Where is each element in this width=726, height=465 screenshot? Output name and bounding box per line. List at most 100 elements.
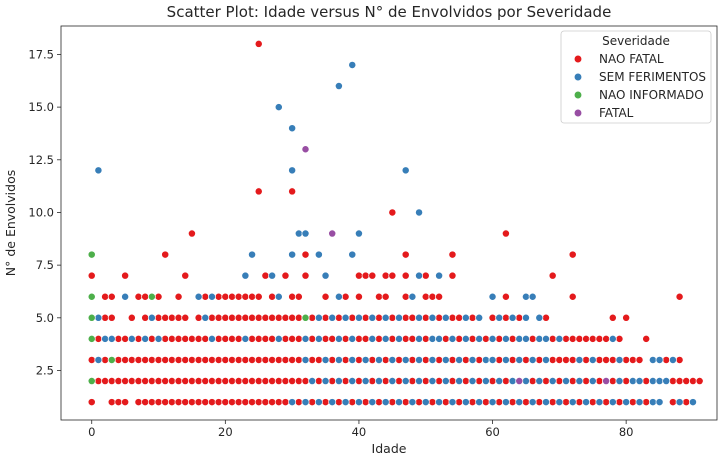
data-point-nao-fatal [187, 356, 196, 364]
y-tick-label: 12.5 [28, 153, 54, 167]
data-point-nao-fatal [475, 356, 484, 364]
data-point-nao-fatal [268, 292, 277, 301]
data-point-sem-ferimentos [388, 377, 397, 385]
data-point-nao-fatal [354, 292, 363, 301]
data-point-nao-fatal [488, 377, 497, 385]
data-point-sem-ferimentos [395, 334, 403, 343]
data-point-nao-fatal [321, 398, 330, 407]
data-point-sem-ferimentos [401, 166, 410, 175]
data-point-nao-fatal [174, 292, 183, 301]
data-point-nao-fatal [428, 292, 437, 301]
data-point-nao-fatal [408, 377, 417, 385]
data-point-nao-informado [87, 292, 96, 301]
data-point-nao-fatal [127, 313, 136, 322]
y-tick-label: 15.0 [28, 100, 54, 114]
data-point-nao-fatal [234, 377, 243, 385]
data-point-nao-fatal [515, 313, 524, 322]
data-point-sem-ferimentos [689, 398, 697, 407]
data-point-nao-fatal [535, 356, 544, 364]
data-point-nao-fatal [134, 398, 143, 407]
data-point-nao-fatal [421, 334, 430, 343]
data-point-sem-ferimentos [241, 271, 250, 280]
data-point-sem-ferimentos [321, 271, 330, 280]
data-point-nao-fatal [121, 356, 130, 364]
data-point-sem-ferimentos [361, 377, 370, 385]
data-point-sem-ferimentos [381, 313, 390, 322]
data-point-nao-fatal [548, 334, 557, 343]
data-point-nao-fatal [147, 356, 156, 364]
data-point-nao-fatal [301, 250, 310, 259]
data-point-sem-ferimentos [535, 313, 544, 322]
data-point-nao-fatal [582, 334, 591, 343]
data-point-sem-ferimentos [635, 377, 644, 385]
data-point-sem-ferimentos [375, 377, 383, 385]
legend-box [560, 30, 712, 124]
data-point-sem-ferimentos [475, 313, 484, 322]
data-point-fatal [515, 377, 524, 385]
data-point-sem-ferimentos [488, 292, 497, 301]
data-point-nao-fatal [87, 398, 96, 407]
data-point-nao-fatal [114, 356, 123, 364]
data-point-sem-ferimentos [288, 166, 297, 175]
data-point-nao-fatal [361, 334, 370, 343]
legend-marker [573, 54, 583, 64]
data-point-nao-fatal [241, 356, 250, 364]
data-point-sem-ferimentos [435, 334, 444, 343]
legend-marker [573, 72, 583, 82]
data-point-nao-fatal [602, 334, 611, 343]
data-point-nao-informado [87, 377, 96, 385]
data-point-nao-fatal [401, 334, 410, 343]
data-point-nao-fatal [261, 334, 270, 343]
data-point-nao-fatal [101, 377, 110, 385]
data-point-nao-fatal [328, 356, 337, 364]
data-point-nao-fatal [174, 377, 183, 385]
data-point-nao-fatal [301, 377, 310, 385]
data-point-nao-fatal [448, 313, 457, 322]
data-point-nao-fatal [608, 313, 617, 322]
data-point-sem-ferimentos [268, 271, 277, 280]
legend-entries: NAO FATAL SEM FERIMENTOS NAO INFORMADO FATA… [573, 52, 706, 120]
data-point-nao-fatal [234, 356, 243, 364]
data-point-nao-fatal [375, 313, 383, 322]
data-point-nao-fatal [361, 313, 370, 322]
data-point-nao-fatal [181, 356, 190, 364]
data-point-sem-ferimentos [314, 250, 323, 259]
data-point-sem-ferimentos [274, 292, 283, 301]
data-point-sem-ferimentos [154, 334, 163, 343]
data-point-nao-fatal [141, 313, 150, 322]
data-point-sem-ferimentos [515, 398, 524, 407]
data-point-nao-fatal [101, 356, 110, 364]
data-point-nao-fatal [508, 356, 517, 364]
data-point-nao-fatal [308, 398, 317, 407]
chart-title: Scatter Plot: Idade versus N° de Envolvi… [167, 3, 612, 21]
data-point-nao-fatal [254, 313, 263, 322]
data-point-sem-ferimentos [608, 398, 617, 407]
data-point-nao-fatal [161, 313, 170, 322]
data-point-nao-fatal [254, 292, 263, 301]
data-point-nao-fatal [221, 356, 230, 364]
data-point-nao-fatal [568, 377, 577, 385]
data-point-sem-ferimentos [348, 377, 357, 385]
data-point-nao-fatal [368, 271, 377, 280]
data-point-nao-fatal [608, 356, 617, 364]
data-point-nao-fatal [87, 356, 96, 364]
data-point-nao-fatal [114, 398, 123, 407]
data-point-nao-fatal [281, 334, 290, 343]
data-point-sem-ferimentos [548, 377, 557, 385]
data-point-nao-fatal [441, 398, 450, 407]
data-point-nao-fatal [455, 398, 464, 407]
data-point-nao-fatal [361, 271, 370, 280]
data-point-nao-fatal [428, 398, 437, 407]
data-point-nao-fatal [107, 313, 116, 322]
data-point-nao-fatal [408, 313, 417, 322]
data-point-nao-fatal [354, 271, 363, 280]
data-point-nao-fatal [208, 377, 216, 385]
data-point-sem-ferimentos [94, 166, 103, 175]
data-point-nao-fatal [555, 356, 564, 364]
data-point-sem-ferimentos [515, 334, 524, 343]
data-point-nao-fatal [421, 271, 430, 280]
data-point-nao-fatal [208, 398, 216, 407]
data-point-nao-fatal [161, 334, 170, 343]
data-point-nao-fatal [201, 377, 210, 385]
data-point-sem-ferimentos [648, 356, 657, 364]
